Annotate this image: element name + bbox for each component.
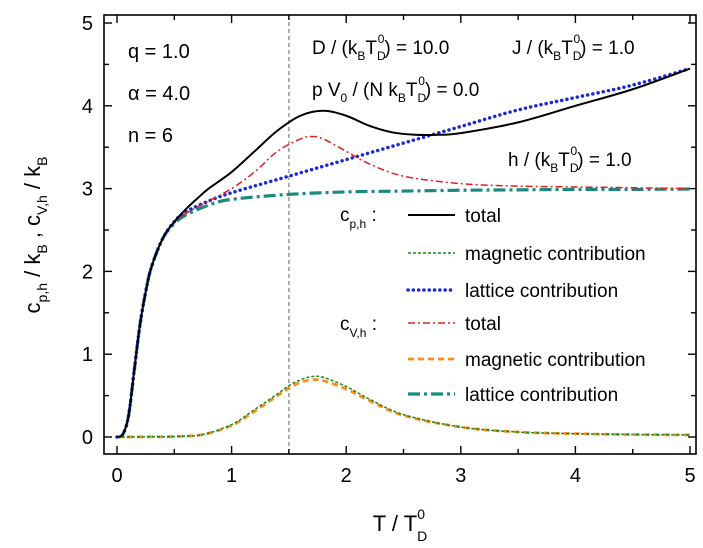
y-axis-label: cp,h / kB , cV,h / kB: [20, 157, 50, 314]
series-line-1: [116, 375, 691, 438]
legend-label-cp-lattice: lattice contribution: [465, 281, 618, 302]
param-p: p V0 / (N kBTD0) = 0.0: [312, 74, 479, 105]
param-alpha: α = 4.0: [128, 83, 190, 105]
series-line-3: [116, 135, 691, 438]
plot-frame: [103, 14, 697, 455]
x-tick-label: 0: [111, 465, 122, 487]
legend-label-cp-total: total: [465, 206, 501, 227]
legend-label-cv-magnetic: magnetic contribution: [465, 350, 646, 371]
y-tick-label: 5: [82, 13, 93, 35]
series-line-0: [116, 67, 691, 438]
legend-group-cv: cV,h :: [340, 314, 377, 340]
x-tick-label: 2: [341, 465, 352, 487]
x-tick-label: 5: [684, 465, 695, 487]
param-n: n = 6: [128, 125, 173, 147]
x-tick-label: 3: [455, 465, 466, 487]
y-tick-label: 4: [82, 96, 93, 118]
legend-label-cv-total: total: [465, 314, 501, 335]
legend-label-cv-lattice: lattice contribution: [465, 385, 618, 406]
y-ticks: 0 1 2 3 4 5: [82, 13, 696, 449]
y-tick-label: 2: [82, 261, 93, 283]
param-q: q = 1.0: [128, 41, 190, 63]
param-D: D / (kBTD0) = 10.0: [312, 32, 449, 63]
x-axis-label: T / TD0: [373, 506, 428, 544]
legend-label-cp-magnetic: magnetic contribution: [465, 244, 646, 265]
param-J: J / (kBTD0) = 1.0: [512, 32, 635, 63]
legend-group-cp: cp,h :: [340, 205, 377, 231]
legend: cp,h : total magnetic contribution latti…: [340, 205, 646, 406]
x-tick-label: 1: [226, 465, 237, 487]
param-h: h / (kBTD0) = 1.0: [508, 144, 632, 175]
x-tick-label: 4: [570, 465, 581, 487]
x-ticks: 0 1 2 3 4 5: [111, 15, 696, 487]
y-tick-label: 1: [82, 344, 93, 366]
series-lines: [115, 66, 692, 439]
y-tick-label: 3: [82, 179, 93, 201]
y-tick-label: 0: [82, 427, 93, 449]
